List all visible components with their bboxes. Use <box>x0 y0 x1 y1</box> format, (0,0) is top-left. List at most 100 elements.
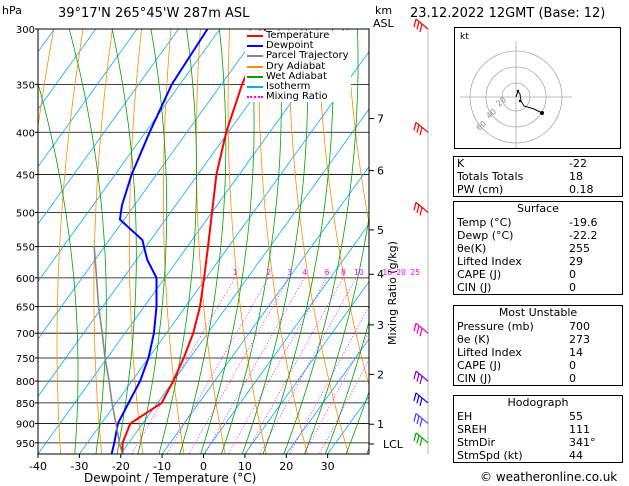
isotherm <box>38 29 345 454</box>
surface-row: CAPE (J) 0 <box>457 268 576 281</box>
wet-adiabat <box>200 29 255 454</box>
km-label: km <box>375 4 393 17</box>
pressure-tick-label: 800 <box>16 377 35 388</box>
km-tick-label: 5 <box>377 224 384 237</box>
mixing-ratio-label: 6 <box>325 268 330 277</box>
barb-flag <box>419 397 423 407</box>
x-tick-label: -30 <box>70 460 88 473</box>
barb-flag <box>413 370 417 380</box>
isotherm <box>38 29 138 168</box>
mixing-ratio-line <box>245 277 344 454</box>
wet-adiabat <box>179 29 227 454</box>
barb-flag <box>413 202 417 211</box>
wind-barb <box>413 18 429 33</box>
dry-adiabat <box>405 17 441 462</box>
pressure-tick-label: 400 <box>16 128 35 139</box>
legend-swatch <box>247 96 263 99</box>
isotherm <box>38 29 262 340</box>
km-tick-label: 3 <box>377 319 384 332</box>
mixing-ratio-label: 20 <box>396 268 406 277</box>
barb-flag <box>419 375 423 385</box>
barb-flag <box>413 413 417 422</box>
x-tick-label: 0 <box>200 460 207 473</box>
wet-adiabat <box>262 29 334 454</box>
km-tick-label: 2 <box>377 368 384 381</box>
hodo-row: StmDir 341° <box>457 436 596 449</box>
wet-adiabat <box>158 29 198 454</box>
barb-flag <box>419 328 423 337</box>
isotherm <box>327 395 369 454</box>
km-tick-label: 6 <box>377 165 384 178</box>
wet-adiabat <box>366 447 369 454</box>
barb-flag <box>413 18 417 28</box>
background-lines <box>38 17 441 462</box>
hodo-row: EH 55 <box>457 410 583 423</box>
isotherm <box>38 29 179 225</box>
legend-swatch <box>247 65 263 68</box>
barb-flag <box>416 415 420 425</box>
legend-swatch <box>247 55 263 58</box>
isotherm <box>203 223 369 454</box>
barb-flag <box>416 21 420 30</box>
wind-barb <box>413 201 429 216</box>
pressure-tick-label: 850 <box>16 399 35 410</box>
barb-flag <box>413 122 417 131</box>
isotherm <box>78 51 369 454</box>
pressure-tick-label: 750 <box>16 354 35 365</box>
mixing-ratio-label: 3 <box>287 268 292 277</box>
pressure-tick-label: 900 <box>16 419 35 430</box>
legend-swatch <box>247 86 263 89</box>
most-unstable-table: Most Unstable Pressure (mb) 700 θe (K) 273… <box>453 305 623 386</box>
barb-flag <box>419 127 423 136</box>
mixing-ratio-label: 4 <box>302 268 307 277</box>
pressure-tick-label: 300 <box>16 25 35 36</box>
isotherm <box>120 108 369 454</box>
wind-barb <box>413 322 429 337</box>
isotherm <box>161 165 369 454</box>
pressure-tick-label: 350 <box>16 80 35 91</box>
hodo-row: StmSpd (kt) 44 <box>457 449 583 462</box>
wet-adiabat <box>241 29 309 454</box>
series-line <box>121 29 267 454</box>
legend-item: Parcel Trajectory <box>247 51 349 61</box>
pressure-tick-label: 650 <box>16 303 35 314</box>
mu-row: CAPE (J) 0 <box>457 359 576 372</box>
mu-row: θe (K) 273 <box>457 333 590 346</box>
legend-label: Dry Adiabat <box>266 60 326 72</box>
isotherm <box>38 29 221 283</box>
dry-adiabat <box>375 17 440 462</box>
y2-axis-title: Mixing Ratio (g/kg) <box>386 241 399 345</box>
mixing-ratio-line <box>303 331 369 454</box>
surface-table: Surface Temp (°C) -19.6 Dewp (°C) -22.2 θe… <box>453 201 623 295</box>
barb-flag <box>416 124 420 133</box>
hodograph-table: Hodograph EH 55 SREH 111 StmDir 341° StmSpd… <box>453 395 623 463</box>
legend-item: Dry Adiabat <box>247 60 349 72</box>
dry-adiabat <box>434 17 441 462</box>
legend-swatch <box>247 35 263 38</box>
barb-flag <box>416 373 420 382</box>
dry-adiabat <box>346 29 369 226</box>
series-line <box>93 246 124 454</box>
surface-row: Dewp (°C) -22.2 <box>457 229 598 242</box>
asl-label: ASL <box>373 17 394 30</box>
surface-row: Lifted Index 29 <box>457 255 583 268</box>
dry-adiabat <box>317 29 369 387</box>
pressure-tick-label: 600 <box>16 274 35 285</box>
wet-adiabat <box>304 214 369 454</box>
x-tick-label: -10 <box>153 460 171 473</box>
index-row-k: K -22 <box>457 157 587 170</box>
indices-table: K -22 Totals Totals 18 PW (cm) 0.18 <box>453 156 623 197</box>
mu-row: CIN (J) 0 <box>457 372 576 385</box>
wind-barb <box>413 432 429 446</box>
km-tick-label: 7 <box>377 113 384 126</box>
legend-label: Dewpoint <box>266 40 314 52</box>
mixing-ratio-line <box>319 358 369 454</box>
dry-adiabat <box>227 29 267 454</box>
location-title: 39°17'N 265°45'W 287m ASL <box>58 6 250 21</box>
pressure-unit: hPa <box>2 4 22 17</box>
pressure-tick-label: 950 <box>16 439 35 450</box>
legend-label: Wet Adiabat <box>266 70 327 82</box>
mu-row: Lifted Index 14 <box>457 346 583 359</box>
surface-row: CIN (J) 0 <box>457 281 576 294</box>
dry-adiabat <box>287 29 350 454</box>
